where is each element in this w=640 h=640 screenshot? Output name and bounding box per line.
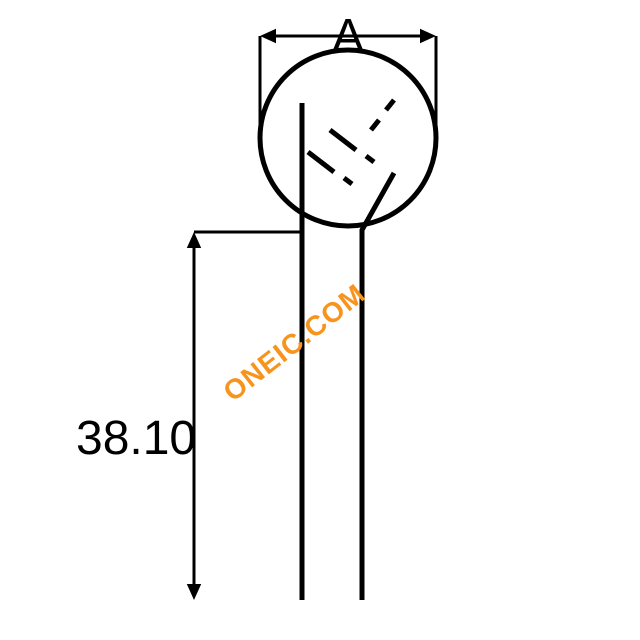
dimension-lead-label: 38.10 bbox=[76, 412, 196, 465]
dimension-a-arrow-right-icon bbox=[420, 29, 436, 43]
component-body bbox=[260, 50, 436, 226]
hidden-dash bbox=[330, 130, 356, 150]
lead-right bbox=[362, 173, 394, 600]
dimension-lead-arrow-down-icon bbox=[187, 584, 201, 600]
hidden-dash bbox=[308, 152, 334, 172]
hidden-lines bbox=[308, 100, 394, 184]
component-dimensional-drawing: A 38.10 ONEIC.COM bbox=[0, 0, 640, 640]
hidden-dash bbox=[386, 100, 394, 110]
watermark-text: ONEIC.COM bbox=[217, 278, 371, 408]
hidden-dash bbox=[366, 156, 374, 162]
hidden-dash bbox=[371, 120, 379, 130]
hidden-dash bbox=[344, 178, 352, 184]
dimension-a-arrow-left-icon bbox=[260, 29, 276, 43]
dimension-a-label: A bbox=[332, 10, 364, 63]
dimension-lead-arrow-up-icon bbox=[187, 232, 201, 248]
